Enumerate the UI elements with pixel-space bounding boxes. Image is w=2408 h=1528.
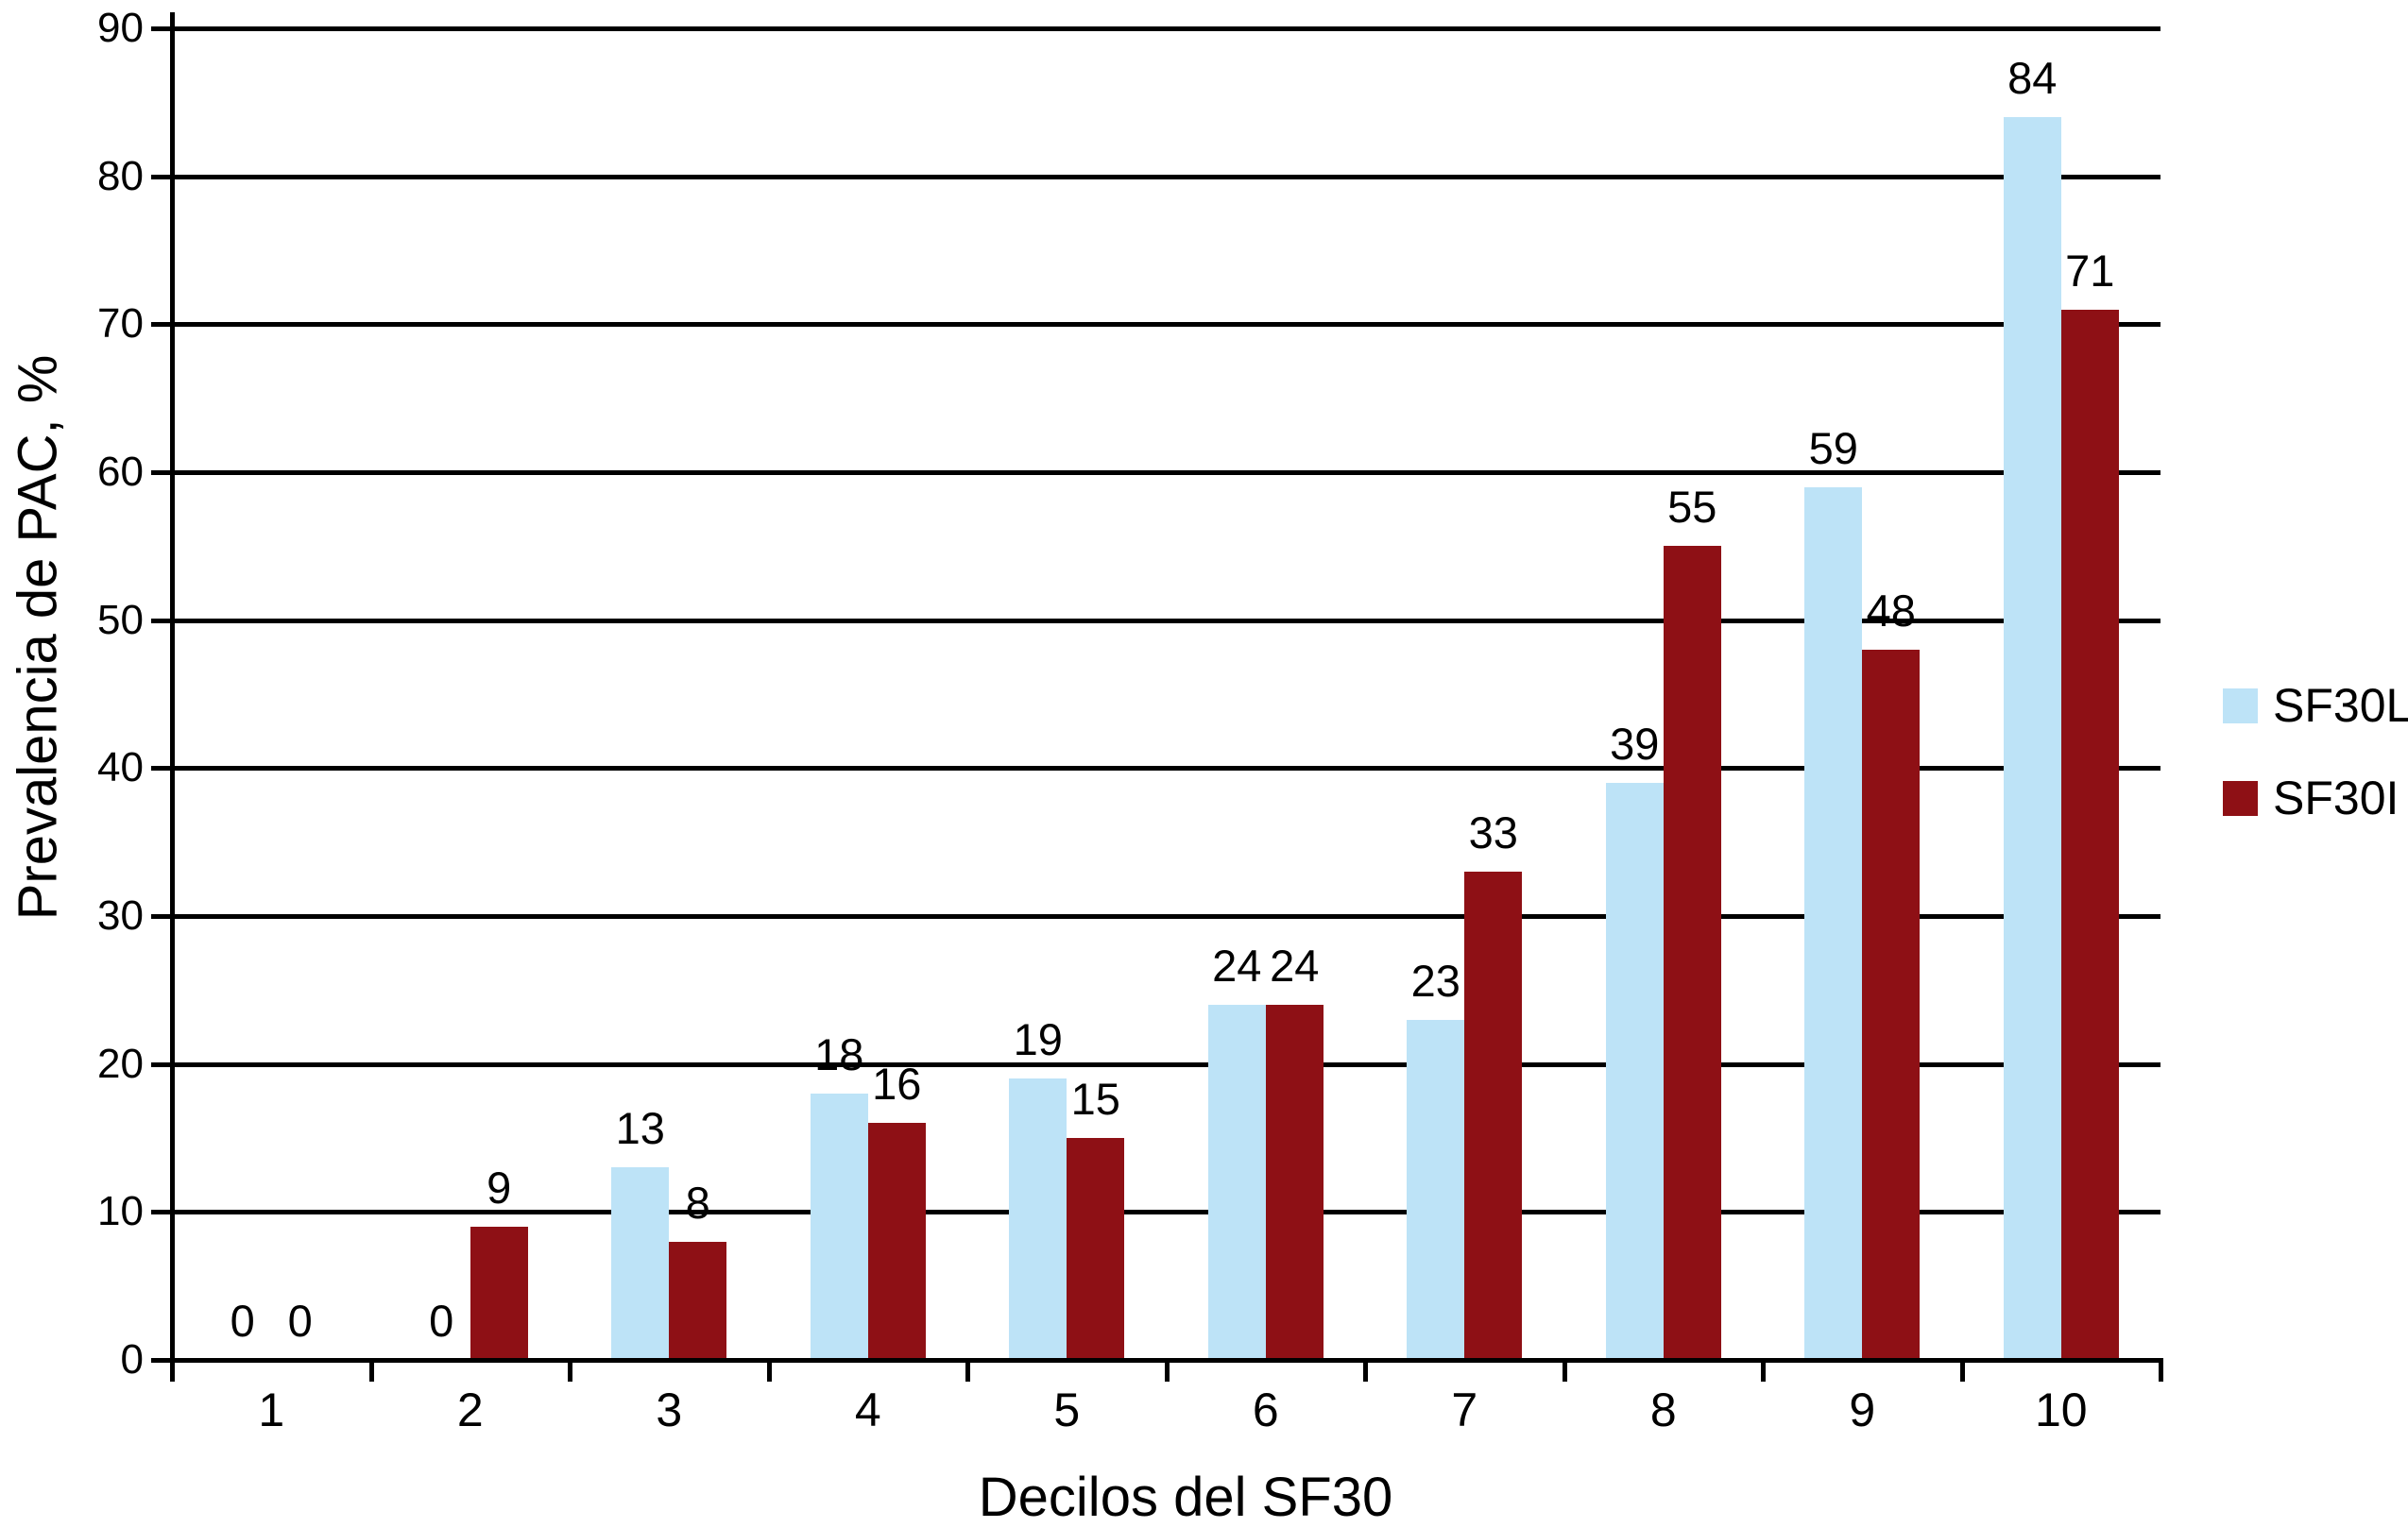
bar-sf30i-decile-3 xyxy=(669,1241,727,1362)
legend: SF30L SF30I xyxy=(2223,682,2408,822)
y-axis-line xyxy=(170,12,175,1382)
y-tick-label-40: 40 xyxy=(97,744,144,791)
bar-sf30l-decile-9 xyxy=(1804,486,1863,1362)
x-axis-tick-2 xyxy=(568,1360,572,1382)
x-tick-label-1: 1 xyxy=(258,1384,285,1436)
bar-sf30i-decile-4 xyxy=(867,1123,926,1362)
y-tick-label-50: 50 xyxy=(97,596,144,643)
y-tick-label-10: 10 xyxy=(97,1188,144,1235)
y-tick-label-30: 30 xyxy=(97,892,144,939)
bar-sf30l-decile-5 xyxy=(1009,1078,1067,1362)
bar-sf30l-decile-7 xyxy=(1407,1019,1465,1362)
gridline-40 xyxy=(170,766,2160,772)
bar-sf30i-decile-7 xyxy=(1464,872,1523,1362)
x-tick-label-3: 3 xyxy=(656,1384,683,1436)
bar-sf30l-decile-6 xyxy=(1207,1005,1266,1362)
bar-value-label-sf30l-decile-5: 19 xyxy=(1013,1014,1063,1065)
y-axis-tick-50 xyxy=(151,618,172,623)
bar-value-label-sf30i-decile-8: 55 xyxy=(1667,482,1717,533)
y-axis-tick-20 xyxy=(151,1061,172,1067)
bar-value-label-sf30l-decile-7: 23 xyxy=(1410,955,1460,1006)
bar-sf30i-decile-10 xyxy=(2060,309,2119,1362)
x-axis-tick-5 xyxy=(1164,1360,1170,1382)
bar-sf30l-decile-4 xyxy=(810,1094,868,1362)
bar-value-label-sf30l-decile-4: 18 xyxy=(814,1029,864,1079)
bar-sf30i-decile-6 xyxy=(1265,1005,1324,1362)
x-tick-label-7: 7 xyxy=(1451,1384,1478,1436)
y-axis-tick-0 xyxy=(151,1358,172,1363)
y-axis-tick-60 xyxy=(151,470,172,475)
x-axis-tick-9 xyxy=(1959,1360,1965,1382)
bar-sf30i-decile-2 xyxy=(470,1227,528,1362)
x-tick-label-9: 9 xyxy=(1849,1384,1876,1436)
legend-item-sf30l: SF30L xyxy=(2223,682,2408,729)
bar-value-label-sf30i-decile-10: 71 xyxy=(2065,245,2115,296)
x-tick-label-10: 10 xyxy=(2034,1384,2088,1436)
legend-label-sf30i: SF30I xyxy=(2273,772,2399,824)
bar-value-label-sf30l-decile-6: 24 xyxy=(1212,941,1262,991)
bar-sf30l-decile-3 xyxy=(611,1167,670,1362)
x-axis-tick-1 xyxy=(368,1360,374,1382)
gridline-90 xyxy=(170,26,2160,31)
bar-value-label-sf30i-decile-1: 0 xyxy=(287,1296,313,1346)
y-tick-label-60: 60 xyxy=(97,449,144,495)
legend-swatch-sf30l xyxy=(2223,688,2258,723)
bar-sf30i-decile-8 xyxy=(1663,546,1721,1362)
gridline-50 xyxy=(170,618,2160,623)
gridline-80 xyxy=(170,174,2160,179)
bar-value-label-sf30i-decile-6: 24 xyxy=(1270,941,1320,991)
y-tick-label-90: 90 xyxy=(97,5,144,51)
bar-sf30l-decile-10 xyxy=(2003,117,2061,1362)
y-axis-tick-70 xyxy=(151,322,172,328)
bar-sf30l-decile-8 xyxy=(1605,783,1664,1362)
bar-value-label-sf30l-decile-10: 84 xyxy=(2007,53,2058,103)
x-axis-tick-6 xyxy=(1363,1360,1368,1382)
bar-value-label-sf30l-decile-9: 59 xyxy=(1808,422,1858,473)
bar-value-label-sf30i-decile-2: 9 xyxy=(487,1163,512,1213)
bar-value-label-sf30l-decile-8: 39 xyxy=(1610,719,1660,769)
legend-label-sf30l: SF30L xyxy=(2273,679,2408,732)
y-axis-tick-80 xyxy=(151,174,172,179)
gridline-70 xyxy=(170,322,2160,328)
x-tick-label-4: 4 xyxy=(854,1384,881,1436)
bar-value-label-sf30l-decile-1: 0 xyxy=(230,1296,255,1346)
x-axis-tick-4 xyxy=(965,1360,970,1382)
y-axis-tick-40 xyxy=(151,766,172,772)
bar-value-label-sf30l-decile-2: 0 xyxy=(429,1296,454,1346)
gridline-60 xyxy=(170,470,2160,475)
bar-value-label-sf30i-decile-5: 15 xyxy=(1070,1074,1120,1124)
legend-swatch-sf30i xyxy=(2223,780,2258,816)
y-axis-tick-90 xyxy=(151,26,172,31)
bar-value-label-sf30i-decile-7: 33 xyxy=(1468,807,1518,857)
y-tick-label-0: 0 xyxy=(120,1336,144,1383)
y-tick-label-70: 70 xyxy=(97,300,144,348)
y-tick-label-20: 20 xyxy=(97,1040,144,1087)
x-tick-label-5: 5 xyxy=(1053,1384,1081,1436)
gridline-30 xyxy=(170,914,2160,919)
bar-value-label-sf30i-decile-9: 48 xyxy=(1866,586,1916,636)
bar-sf30i-decile-5 xyxy=(1067,1138,1125,1362)
x-axis-tick-0 xyxy=(170,1360,175,1382)
bar-value-label-sf30l-decile-3: 13 xyxy=(615,1103,665,1154)
x-axis-title: Decilos del SF30 xyxy=(978,1467,1393,1528)
x-tick-label-8: 8 xyxy=(1649,1384,1677,1436)
legend-item-sf30i: SF30I xyxy=(2223,774,2408,822)
x-axis-tick-3 xyxy=(766,1360,772,1382)
x-axis-tick-8 xyxy=(1761,1360,1766,1382)
x-axis-tick-7 xyxy=(1562,1360,1567,1382)
y-axis-tick-10 xyxy=(151,1210,172,1215)
bar-value-label-sf30i-decile-3: 8 xyxy=(685,1177,710,1228)
bar-value-label-sf30i-decile-4: 16 xyxy=(872,1059,922,1110)
x-tick-label-2: 2 xyxy=(456,1384,484,1436)
x-axis-tick-10 xyxy=(2159,1360,2163,1382)
gridline-20 xyxy=(170,1061,2160,1067)
x-tick-label-6: 6 xyxy=(1252,1384,1279,1436)
y-axis-tick-30 xyxy=(151,914,172,919)
bar-sf30i-decile-9 xyxy=(1862,650,1921,1362)
y-tick-label-80: 80 xyxy=(97,152,144,199)
gridline-10 xyxy=(170,1210,2160,1215)
